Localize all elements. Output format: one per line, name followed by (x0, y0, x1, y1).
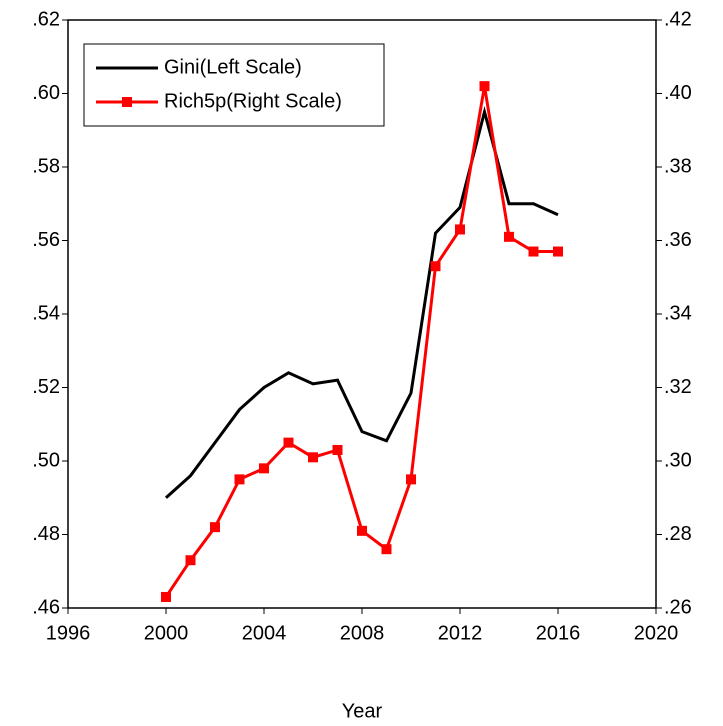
y2-tick-label: .30 (664, 449, 692, 471)
y-tick-label: .60 (32, 82, 60, 104)
y-tick-label: .62 (32, 8, 60, 30)
x-tick-label: 2020 (634, 622, 679, 644)
legend-marker (122, 97, 132, 107)
y2-tick-label: .42 (664, 8, 692, 30)
y-tick-label: .52 (32, 376, 60, 398)
x-axis-label: Year (342, 700, 383, 722)
point-marker (553, 246, 563, 257)
x-tick-label: 2016 (536, 622, 581, 644)
y2-tick-label: .36 (664, 229, 692, 251)
point-marker (210, 522, 220, 533)
y2-tick-label: .26 (664, 596, 692, 618)
y2-tick-label: .38 (664, 155, 692, 177)
y-tick-label: .56 (32, 229, 60, 251)
legend-label: Gini(Left Scale) (164, 56, 302, 78)
y2-tick-label: .34 (664, 302, 692, 324)
point-marker (259, 463, 269, 474)
x-tick-label: 2008 (340, 622, 385, 644)
point-marker (185, 555, 196, 566)
x-tick-label: 2000 (144, 622, 189, 644)
point-marker (308, 452, 318, 463)
y2-tick-label: .32 (664, 376, 692, 398)
y-tick-label: .46 (32, 596, 60, 618)
point-marker (479, 81, 490, 92)
y-tick-label: .54 (32, 302, 60, 324)
point-marker (381, 544, 392, 555)
point-marker (406, 474, 416, 485)
point-marker (430, 261, 441, 272)
x-tick-label: 1996 (46, 622, 91, 644)
y2-tick-label: .28 (664, 523, 692, 545)
point-marker (161, 591, 171, 602)
x-tick-label: 2004 (242, 622, 287, 644)
y-tick-label: .50 (32, 449, 60, 471)
point-marker (332, 444, 343, 455)
point-marker (234, 474, 245, 485)
point-marker (357, 525, 367, 536)
x-tick-label: 2012 (438, 622, 483, 644)
y-tick-label: .48 (32, 523, 60, 545)
y2-tick-label: .40 (664, 82, 692, 104)
point-marker (455, 224, 465, 235)
point-marker (283, 437, 294, 448)
legend-box (83, 43, 385, 127)
y-tick-label: .58 (32, 155, 60, 177)
point-marker (528, 246, 539, 257)
point-marker (504, 231, 514, 242)
legend-label: Rich5p(Right Scale) (164, 90, 342, 112)
